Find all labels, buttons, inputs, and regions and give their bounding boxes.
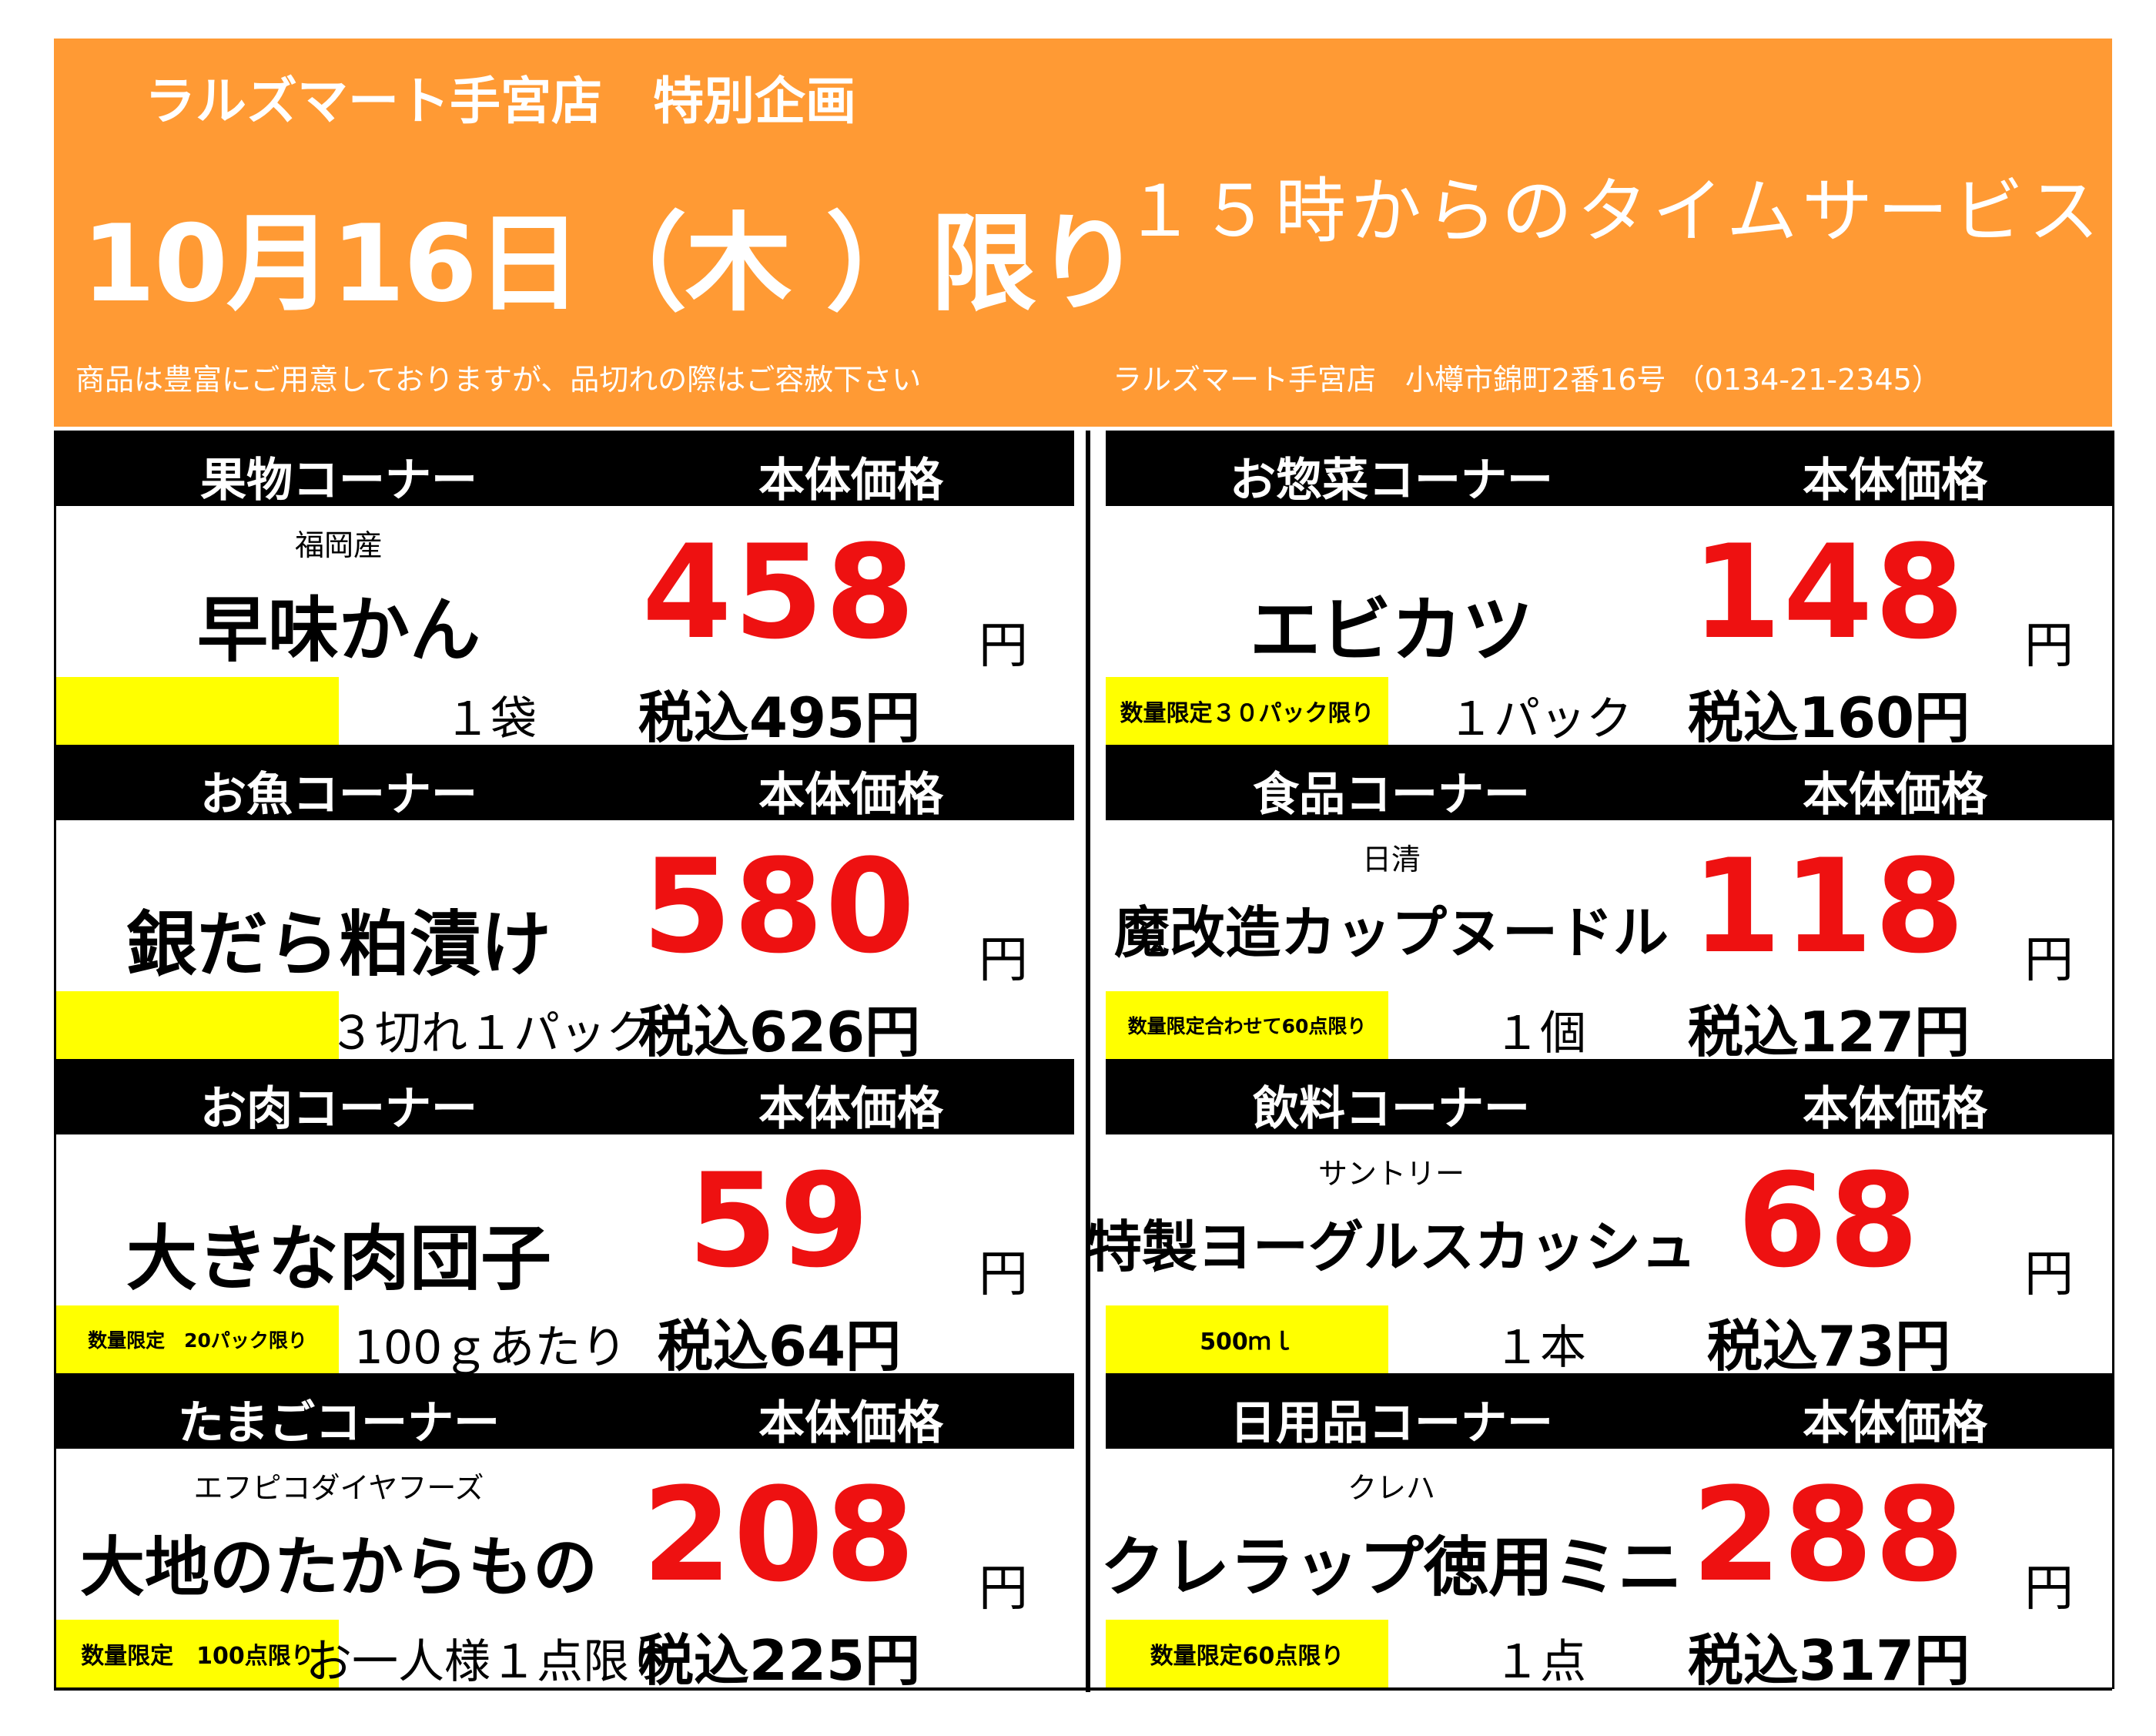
corner-header-bar: 食品コーナー 本体価格 <box>1106 745 2112 822</box>
product-section: お魚コーナー 本体価格銀だら粕漬け 580 円 ３切れ１パック 税込626円 <box>56 745 1074 1064</box>
product-name: 早味かん <box>196 589 481 672</box>
base-price: 580 <box>641 831 917 982</box>
yen-unit: 円 <box>2024 1246 2074 1303</box>
limit-tag: 数量限定 100点限り <box>56 1620 339 1687</box>
yen-unit: 円 <box>979 932 1028 989</box>
yen-unit: 円 <box>2024 932 2074 989</box>
base-price: 208 <box>641 1460 917 1610</box>
product-section: たまごコーナー 本体価格エフピコダイヤフーズ大地のたからもの 208 円数量限定 10… <box>56 1373 1074 1693</box>
product-section: 日用品コーナー 本体価格クレハクレラップ徳用ミニ 288 円数量限定60点限り １点 税込… <box>1100 1373 2112 1693</box>
price-header-label: 本体価格 <box>1803 768 1987 822</box>
base-price: 458 <box>641 517 917 668</box>
corner-header-bar: お肉コーナー 本体価格 <box>56 1059 1074 1136</box>
base-price: 288 <box>1691 1460 1967 1610</box>
base-price: 148 <box>1691 517 1967 668</box>
price-header-label: 本体価格 <box>758 768 943 822</box>
left-product-panel: 果物コーナー 本体価格 福岡産 早味かん 458 円 １袋 税込495円 お魚コーナー 本体価格銀… <box>54 431 1074 1693</box>
price-header-label: 本体価格 <box>758 1396 943 1450</box>
price-header-label: 本体価格 <box>758 454 943 508</box>
product-maker: サントリー <box>1317 1157 1465 1191</box>
base-price: 118 <box>1691 831 1967 982</box>
product-name: エビカツ <box>1249 589 1534 672</box>
tax-included-price: 税込317円 <box>1687 1628 1970 1693</box>
corner-label: お魚コーナー <box>200 768 477 822</box>
product-maker: 福岡産 <box>294 528 383 562</box>
tax-included-price: 税込73円 <box>1706 1314 1951 1379</box>
tax-included-price: 税込225円 <box>638 1628 921 1693</box>
limit-tag: 500ｍｌ <box>1106 1305 1388 1373</box>
tax-included-price: 税込160円 <box>1687 685 1970 750</box>
tax-included-price: 税込626円 <box>638 1000 921 1064</box>
product-section: お惣菜コーナー 本体価格エビカツ 148 円数量限定３０パック限り １パック 税込160円 <box>1106 431 2112 750</box>
product-section: 食品コーナー 本体価格日清魔改造カップヌードル 118 円数量限定合わせて60点限り １… <box>1106 745 2112 1064</box>
product-name: クレラップ徳用ミニ <box>1100 1530 1683 1605</box>
yen-unit: 円 <box>2024 618 2074 675</box>
price-header-label: 本体価格 <box>758 1082 943 1136</box>
product-name: 大地のたからもの <box>79 1530 598 1605</box>
limit-tag: 数量限定合わせて60点限り <box>1106 991 1388 1059</box>
product-maker: 日清 <box>1361 843 1421 876</box>
header-banner: ラルズマート手宮店 特別企画 10月16日（木 ）限り １５時からのタイムサービ… <box>54 39 2112 427</box>
column-divider <box>1086 431 1090 1692</box>
product-maker: クレハ <box>1347 1471 1436 1505</box>
product-section: お肉コーナー 本体価格大きな肉団子 59 円数量限定 20パック限り 100ｇあたり 税込… <box>56 1059 1074 1379</box>
limit-tag <box>56 991 339 1059</box>
product-section: 飲料コーナー 本体価格サントリー特製ヨーグルスカッシュ 68 円 500ｍｌ １本 税込73… <box>1086 1059 2112 1379</box>
product-maker: エフピコダイヤフーズ <box>193 1471 484 1505</box>
base-price: 59 <box>688 1145 871 1296</box>
yen-unit: 円 <box>979 618 1028 675</box>
limit-tag: 数量限定 20パック限り <box>56 1305 339 1373</box>
quantity-unit: 100ｇあたり <box>353 1321 628 1375</box>
corner-label: 果物コーナー <box>200 454 477 508</box>
product-name: 魔改造カップヌードル <box>1113 900 1669 965</box>
price-header-label: 本体価格 <box>1803 454 1987 508</box>
sale-date: 10月16日（木 ）限り <box>82 202 1141 326</box>
quantity-unit: １点 <box>1494 1635 1586 1689</box>
yen-unit: 円 <box>979 1560 1028 1617</box>
corner-label: お惣菜コーナー <box>1230 454 1553 508</box>
corner-header-bar: お惣菜コーナー 本体価格 <box>1106 431 2112 508</box>
quantity-unit: １個 <box>1494 1007 1586 1061</box>
right-product-panel: お惣菜コーナー 本体価格 エビカツ 148 円数量限定３０パック限り １パック 税込160円… <box>1086 431 2114 1693</box>
limit-tag <box>56 677 339 745</box>
corner-header-bar: 日用品コーナー 本体価格 <box>1106 1373 2112 1450</box>
price-header-label: 本体価格 <box>1803 1396 1987 1450</box>
base-price: 68 <box>1737 1145 1920 1296</box>
corner-header-bar: 果物コーナー 本体価格 <box>56 431 1074 508</box>
store-campaign-title: ラルズマート手宮店 特別企画 <box>145 72 856 131</box>
product-section: 果物コーナー 本体価格福岡産早味かん 458 円 １袋 税込495円 <box>56 431 1074 750</box>
tax-included-price: 税込495円 <box>638 685 921 750</box>
quantity-unit: １パック <box>1448 692 1632 746</box>
product-name: 銀だら粕漬け <box>126 903 552 986</box>
time-service-label: １５時からのタイムサービス <box>1124 170 2104 253</box>
quantity-unit: １袋 <box>444 692 537 746</box>
limit-tag: 数量限定３０パック限り <box>1106 677 1388 745</box>
quantity-unit: ３切れ１パック <box>329 1007 652 1061</box>
tax-included-price: 税込127円 <box>1687 1000 1970 1064</box>
price-header-label: 本体価格 <box>1803 1082 1987 1136</box>
quantity-unit: お一人様１点限り <box>306 1635 675 1689</box>
corner-header-bar: 飲料コーナー 本体価格 <box>1106 1059 2112 1136</box>
bottom-border <box>54 1687 2112 1691</box>
yen-unit: 円 <box>979 1246 1028 1303</box>
corner-label: お肉コーナー <box>200 1082 477 1136</box>
corner-label: たまごコーナー <box>177 1396 500 1450</box>
tax-included-price: 税込64円 <box>657 1314 902 1379</box>
corner-label: 飲料コーナー <box>1253 1082 1530 1136</box>
yen-unit: 円 <box>2024 1560 2074 1617</box>
corner-label: 食品コーナー <box>1253 768 1530 822</box>
stock-note: 商品は豊富にご用意しておりますが、品切れの際はご容赦下さい <box>75 363 922 397</box>
product-name: 大きな肉団子 <box>126 1218 552 1300</box>
corner-header-bar: お魚コーナー 本体価格 <box>56 745 1074 822</box>
corner-header-bar: たまごコーナー 本体価格 <box>56 1373 1074 1450</box>
corner-label: 日用品コーナー <box>1230 1396 1553 1450</box>
limit-tag: 数量限定60点限り <box>1106 1620 1388 1687</box>
store-address: ラルズマート手宮店 小樽市錦町2番16号 （0134-21-2345） <box>1113 363 1941 397</box>
quantity-unit: １本 <box>1494 1321 1586 1375</box>
product-name: 特製ヨーグルスカッシュ <box>1086 1215 1697 1279</box>
